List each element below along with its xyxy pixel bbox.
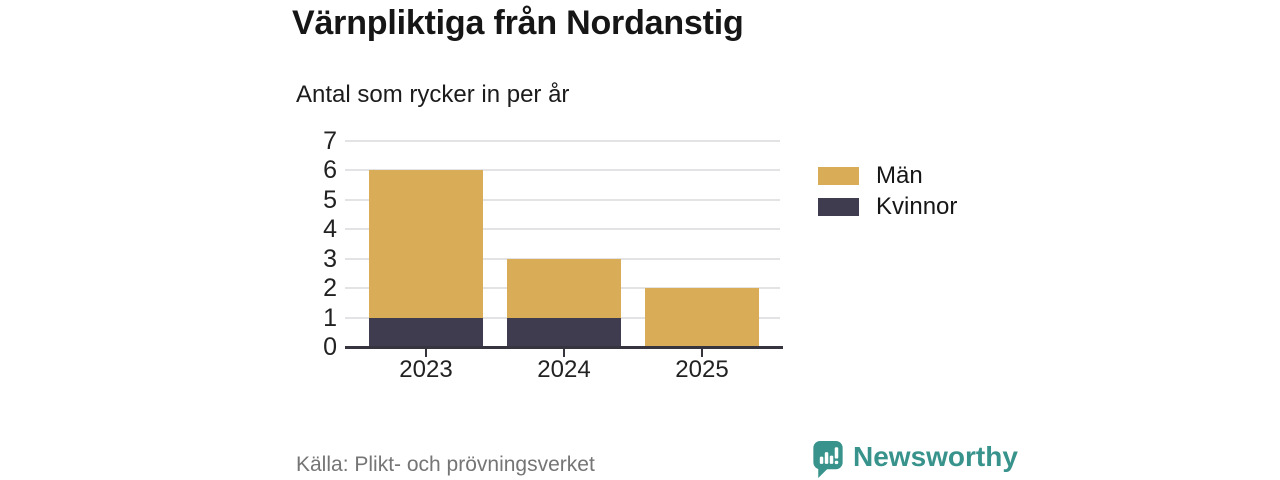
gridline-y7	[345, 140, 780, 142]
bar-segment-män-2023	[369, 170, 483, 318]
legend-swatch-män	[818, 167, 859, 185]
plot-area	[345, 140, 783, 347]
y-tick-label: 7	[323, 127, 337, 155]
legend-item-män: Män	[818, 161, 957, 191]
x-tick-2025	[701, 349, 703, 357]
gridline-y4	[345, 228, 780, 231]
brand-wordmark: Newsworthy	[853, 440, 1018, 472]
chart-legend: Män Kvinnor	[818, 161, 957, 223]
bar-segment-män-2024	[507, 258, 621, 318]
bar-segment-kvinnor-2024	[507, 317, 621, 347]
y-tick-label: 2	[323, 274, 337, 303]
legend-swatch-kvinnor	[818, 198, 859, 216]
bar-group-2024	[507, 141, 621, 347]
legend-label-kvinnor: Kvinnor	[876, 193, 958, 220]
y-tick-label: 1	[323, 303, 337, 332]
y-tick-label: 5	[323, 185, 337, 214]
gridline-y3	[345, 257, 780, 260]
x-tick-label-2025: 2025	[675, 356, 729, 383]
y-tick-label: 4	[323, 215, 337, 244]
chart-subtitle: Antal som rycker in per år	[296, 81, 570, 108]
x-axis-line	[345, 346, 783, 349]
legend-item-kvinnor: Kvinnor	[818, 192, 957, 222]
y-tick-label: 6	[323, 156, 337, 185]
y-tick-label: 0	[323, 333, 337, 361]
source-note: Källa: Plikt- och prövningsverket	[296, 453, 595, 476]
newsworthy-brand: Newsworthy	[810, 439, 1018, 480]
x-tick-label-2023: 2023	[399, 356, 453, 383]
x-tick-label-2024: 2024	[537, 356, 591, 383]
gridline-y6	[345, 169, 780, 172]
x-tick-2024	[563, 349, 565, 357]
bar-group-2025	[645, 141, 759, 347]
bar-segment-män-2025	[645, 288, 759, 347]
gridline-y5	[345, 198, 780, 201]
newsworthy-logo-icon	[813, 440, 843, 479]
y-tick-label: 3	[323, 244, 337, 273]
legend-label-män: Män	[876, 162, 923, 189]
chart-title: Värnpliktiga från Nordanstig	[292, 4, 744, 42]
x-tick-2023	[425, 349, 427, 357]
bar-segment-kvinnor-2023	[369, 317, 483, 347]
bar-group-2023	[369, 141, 483, 347]
